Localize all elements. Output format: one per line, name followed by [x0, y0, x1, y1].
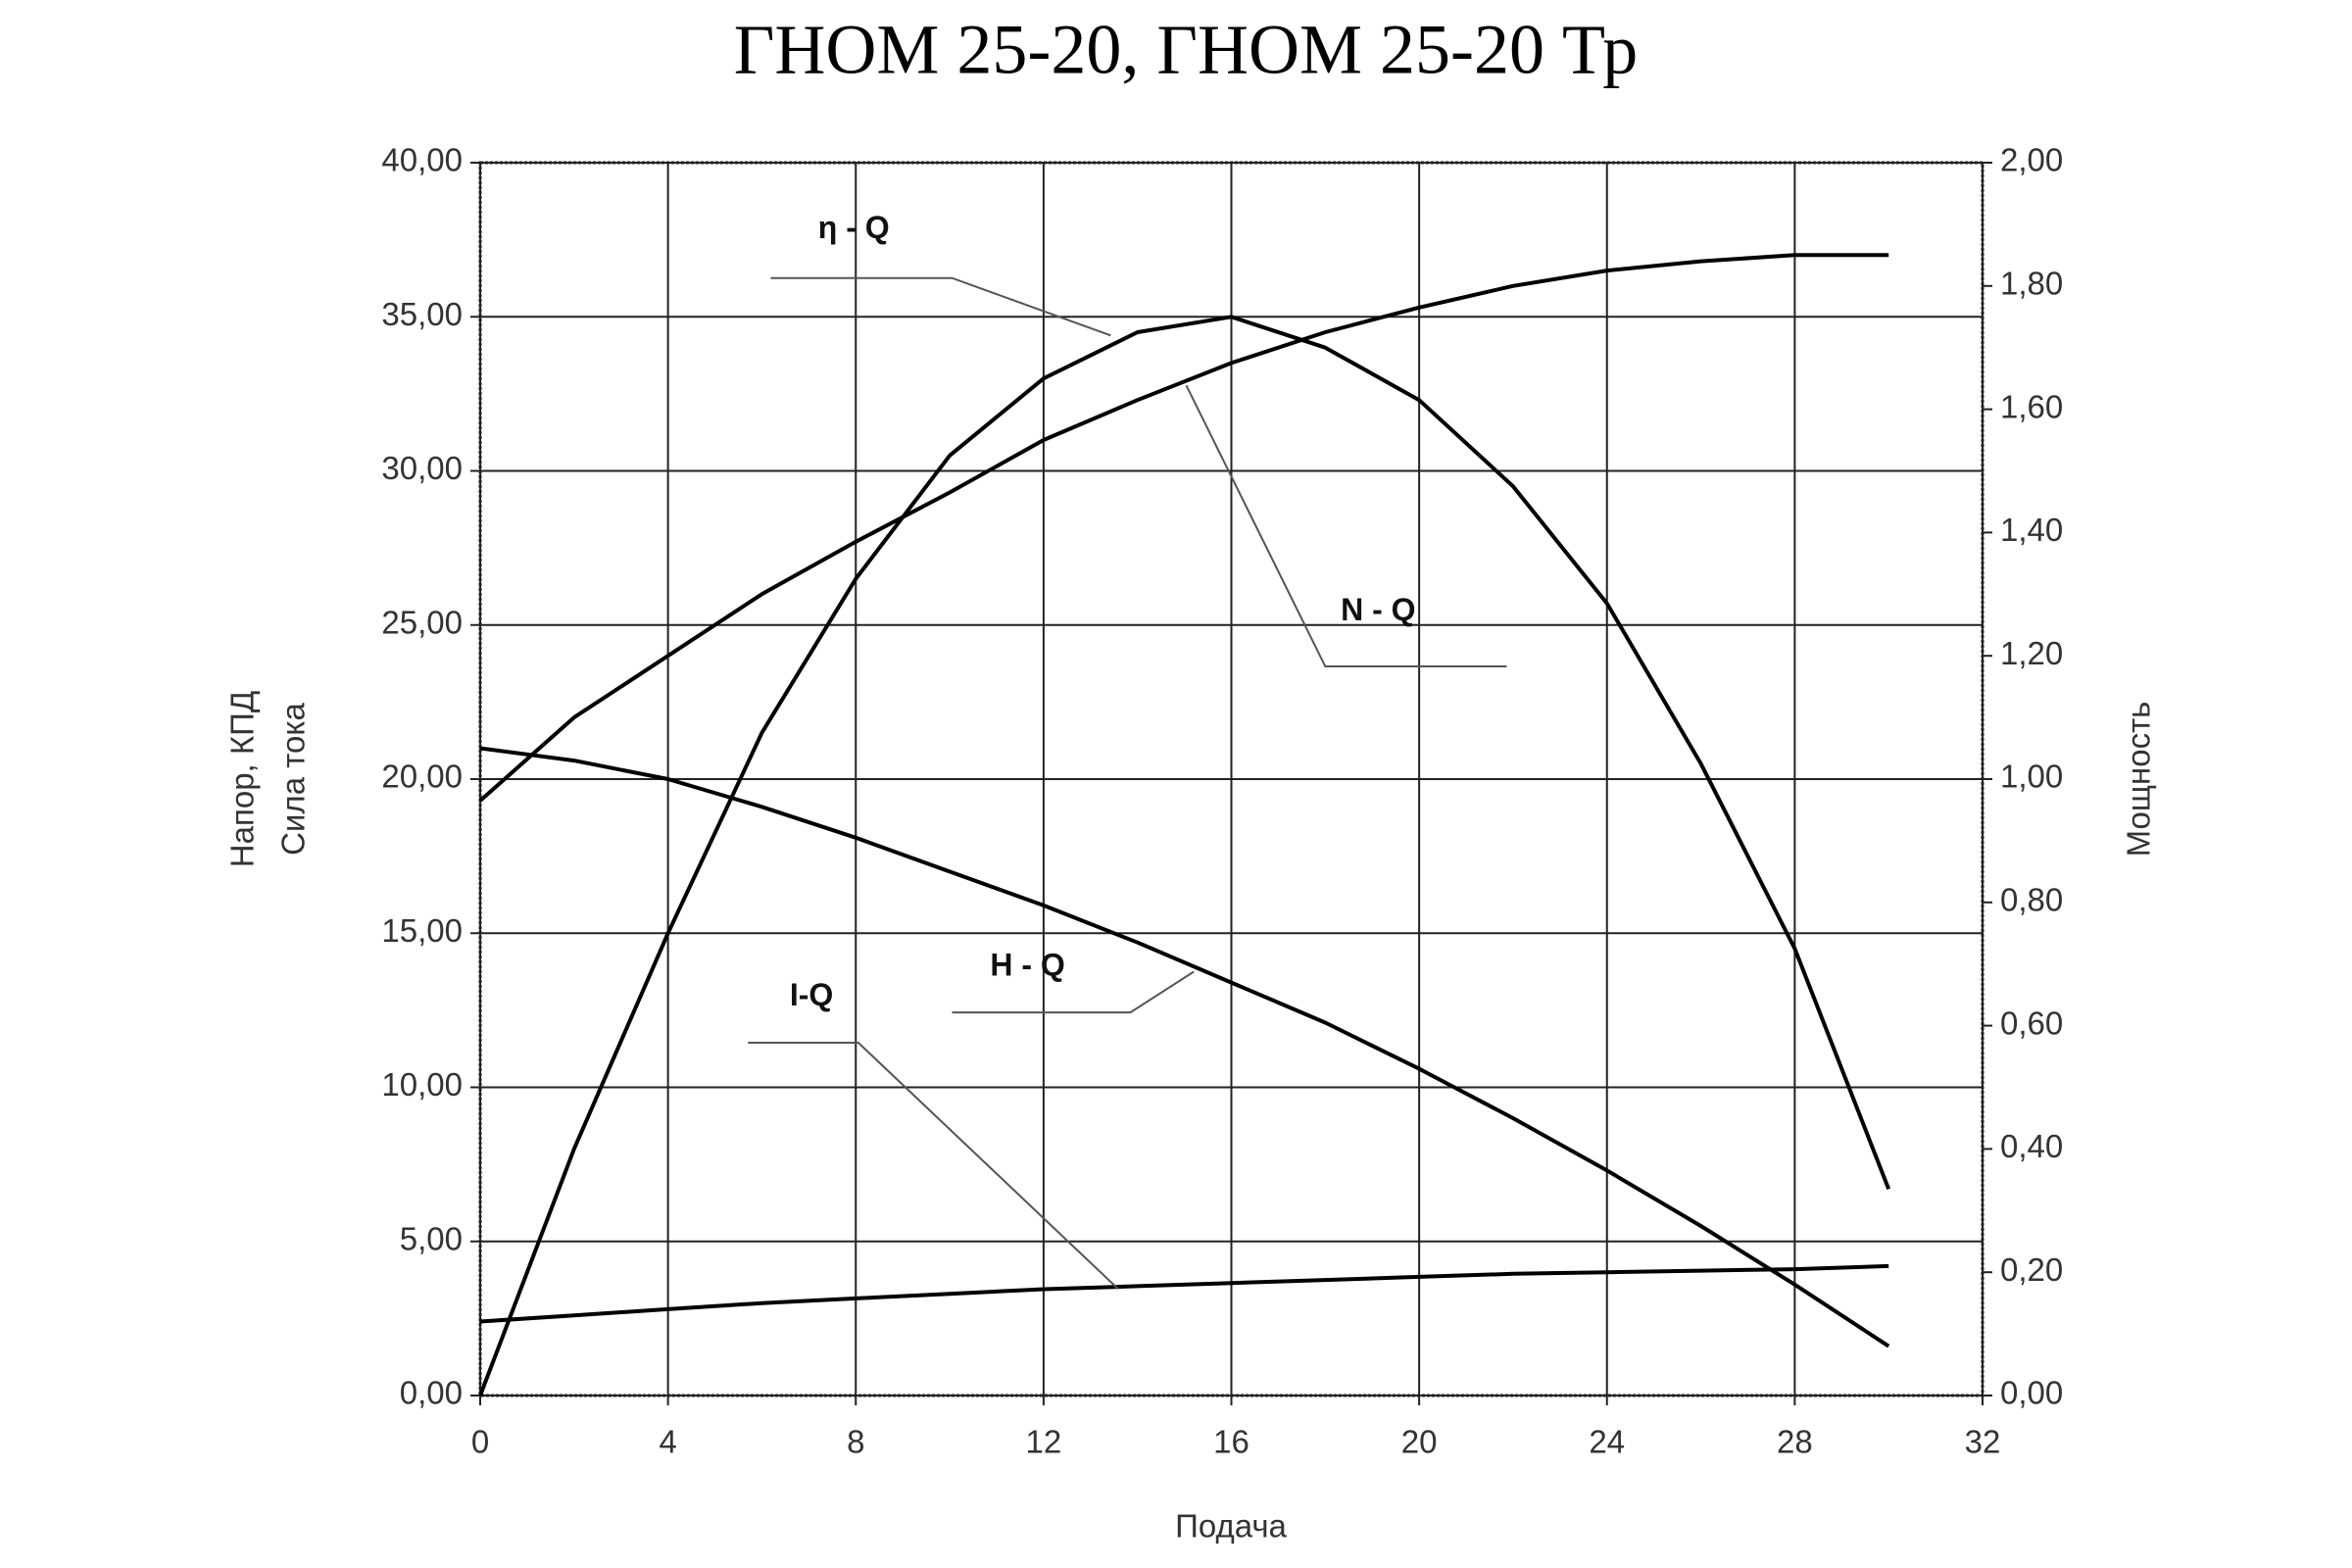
y2-tick-label: 2,00: [2000, 142, 2063, 178]
series-label: H - Q: [990, 947, 1064, 982]
series-line: [478, 315, 1891, 1396]
plot-frame: [478, 161, 1984, 1397]
x-tick-label: 20: [1401, 1424, 1438, 1460]
y2-tick-label: 1,40: [2000, 512, 2063, 548]
leader-line: [1185, 384, 1507, 668]
y-tick-label: 35,00: [381, 296, 463, 332]
x-tick-label: 4: [659, 1424, 676, 1460]
series-label: η - Q: [818, 210, 890, 245]
y2-tick-label: 0,80: [2000, 882, 2063, 918]
leader-line: [952, 970, 1195, 1014]
chart-title: ГНОМ 25-20, ГНОМ 25-20 Тр: [734, 11, 1638, 89]
x-tick-label: 0: [471, 1424, 489, 1460]
y-axis-label: Напор, КПД: [224, 691, 261, 867]
y2-tick-label: 1,00: [2000, 759, 2063, 795]
y-tick-label: 40,00: [381, 142, 463, 178]
y-tick-label: 5,00: [400, 1220, 463, 1256]
y-tick-label: 15,00: [381, 912, 463, 949]
y-tick-label: 10,00: [381, 1066, 463, 1102]
y2-tick-label: 0,00: [2000, 1375, 2063, 1411]
series-line: [478, 253, 1889, 803]
series-line: [479, 746, 1890, 1348]
y-tick-label: 0,00: [400, 1375, 463, 1411]
leader-line: [748, 1041, 1119, 1291]
y2-axis-label: Мощность: [2121, 702, 2157, 858]
y2-tick-label: 1,80: [2000, 266, 2063, 302]
y-axis-label: Сила тока: [275, 703, 312, 856]
y-tick-label: 20,00: [381, 759, 463, 795]
x-tick-label: 24: [1589, 1424, 1625, 1460]
x-tick-label: 12: [1026, 1424, 1062, 1460]
series-label: I-Q: [790, 977, 833, 1012]
x-tick-label: 32: [1965, 1424, 2001, 1460]
y-tick-label: 30,00: [381, 450, 463, 486]
y2-tick-label: 1,60: [2000, 388, 2063, 424]
x-tick-label: 16: [1213, 1424, 1250, 1460]
x-tick-label: 28: [1777, 1424, 1813, 1460]
y2-tick-label: 0,40: [2000, 1128, 2063, 1164]
series-label: N - Q: [1341, 592, 1415, 627]
y2-tick-label: 0,60: [2000, 1004, 2063, 1041]
x-tick-label: 8: [847, 1424, 864, 1460]
series-line: [479, 1263, 1889, 1324]
y2-tick-label: 1,20: [2000, 635, 2063, 671]
x-axis-label: Подача: [1175, 1508, 1287, 1544]
leader-line: [770, 276, 1111, 337]
y-tick-label: 25,00: [381, 604, 463, 640]
y2-tick-label: 0,20: [2000, 1251, 2063, 1288]
